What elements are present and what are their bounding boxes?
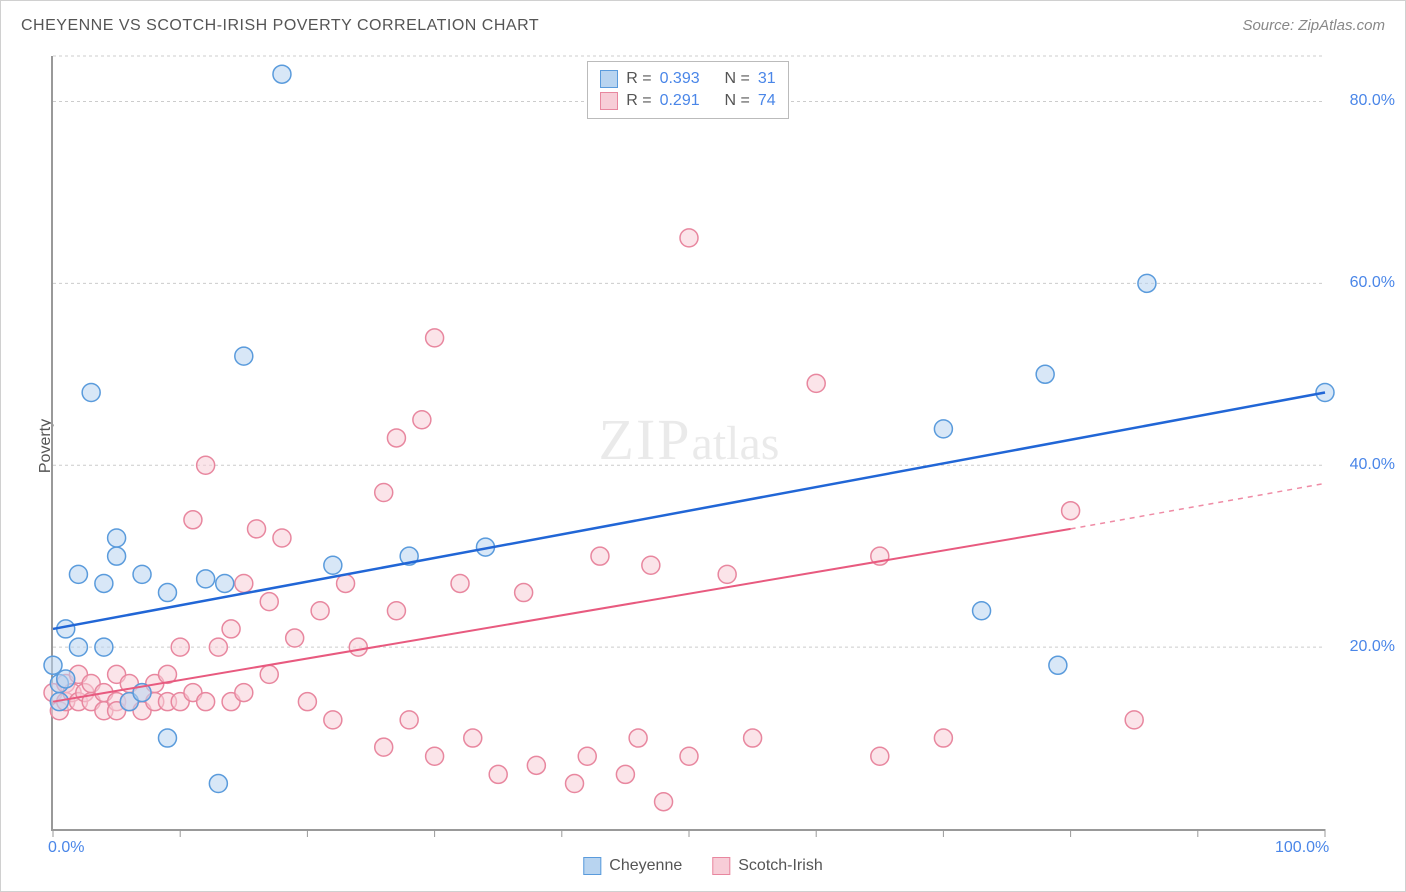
chart-container: CHEYENNE VS SCOTCH-IRISH POVERTY CORRELA… xyxy=(0,0,1406,892)
r-label: R = xyxy=(626,68,651,90)
series-legend: Cheyenne Scotch-Irish xyxy=(583,857,822,875)
swatch-icon xyxy=(600,70,618,88)
r-label: R = xyxy=(626,90,651,112)
legend-item: Cheyenne xyxy=(583,857,682,875)
y-tick-label: 20.0% xyxy=(1350,638,1395,656)
n-value: 31 xyxy=(758,68,776,90)
r-value: 0.393 xyxy=(660,68,700,90)
n-value: 74 xyxy=(758,90,776,112)
plot-area: ZIPatlas R = 0.393 N = 31 R = 0.291 N = … xyxy=(51,56,1325,831)
chart-svg xyxy=(53,56,1325,829)
stats-legend: R = 0.393 N = 31 R = 0.291 N = 74 xyxy=(587,61,788,119)
y-tick-label: 60.0% xyxy=(1350,274,1395,292)
source-attribution: Source: ZipAtlas.com xyxy=(1242,17,1385,34)
y-tick-label: 80.0% xyxy=(1350,92,1395,110)
y-tick-label: 40.0% xyxy=(1350,456,1395,474)
r-value: 0.291 xyxy=(660,90,700,112)
chart-title: CHEYENNE VS SCOTCH-IRISH POVERTY CORRELA… xyxy=(21,17,539,35)
swatch-icon xyxy=(712,857,730,875)
legend-label: Cheyenne xyxy=(609,857,682,875)
swatch-icon xyxy=(600,92,618,110)
stats-row: R = 0.291 N = 74 xyxy=(600,90,775,112)
legend-item: Scotch-Irish xyxy=(712,857,822,875)
x-tick-label: 100.0% xyxy=(1275,839,1329,857)
n-label: N = xyxy=(725,90,750,112)
legend-label: Scotch-Irish xyxy=(738,857,822,875)
x-tick-label: 0.0% xyxy=(48,839,84,857)
n-label: N = xyxy=(725,68,750,90)
swatch-icon xyxy=(583,857,601,875)
stats-row: R = 0.393 N = 31 xyxy=(600,68,775,90)
